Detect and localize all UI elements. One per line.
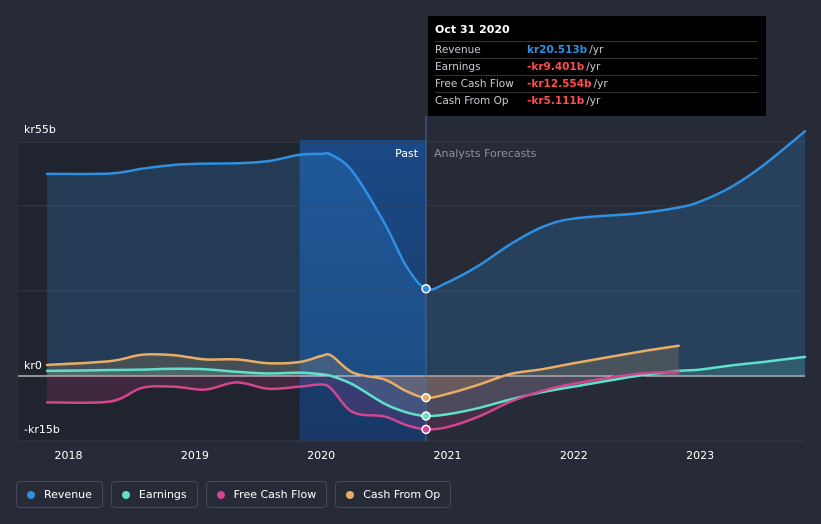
tooltip-date: Oct 31 2020 — [435, 23, 510, 36]
forecast-label: Analysts Forecasts — [434, 147, 537, 160]
x-tick-label: 2018 — [55, 449, 83, 462]
legend-item-revenue[interactable]: Revenue — [16, 481, 103, 508]
series-lines — [45, 130, 807, 431]
marker-fcf — [421, 424, 431, 435]
x-axis-ticks: 2018 2019 2020 2021 2022 2023 — [55, 449, 715, 462]
legend-label: Earnings — [138, 488, 187, 501]
line-fcf — [45, 370, 680, 431]
gridlines — [18, 141, 805, 442]
tooltip-name: Revenue — [435, 44, 481, 56]
tooltip-name: Cash From Op — [435, 95, 509, 107]
legend-dot-icon — [346, 490, 355, 499]
past-label: Past — [395, 147, 419, 160]
legend-item-cash-from-op[interactable]: Cash From Op — [335, 481, 452, 508]
tooltip-unit: /yr — [593, 78, 608, 90]
tooltip-name: Earnings — [435, 61, 481, 73]
marker-revenue — [421, 284, 431, 294]
area-revenue — [47, 131, 806, 376]
x-tick-label: 2023 — [686, 449, 714, 462]
tooltip-name: Free Cash Flow — [435, 78, 514, 90]
line-revenue — [45, 130, 807, 291]
tooltip-value: -kr12.554b — [527, 78, 592, 90]
x-tick-label: 2020 — [307, 449, 335, 462]
tooltip-unit: /yr — [586, 95, 601, 107]
legend-label: Revenue — [44, 488, 92, 501]
area-cfo — [47, 345, 679, 398]
legend-dot-icon — [216, 490, 225, 499]
tooltip-row-revenue: Revenue kr20.513b /yr — [435, 41, 758, 58]
tooltip-value: -kr9.401b — [527, 61, 585, 73]
y-axis-labels: kr55b kr0 -kr15b — [24, 123, 60, 436]
marker-cfo — [421, 392, 431, 403]
y-label-bottom: -kr15b — [24, 423, 60, 436]
tooltip-value: -kr5.111b — [527, 95, 585, 107]
tooltip: Oct 31 2020 Revenue kr20.513b /yr Earnin… — [428, 16, 766, 116]
legend-label: Free Cash Flow — [233, 488, 317, 501]
legend-dot-icon — [27, 490, 35, 499]
x-tick-label: 2019 — [181, 449, 209, 462]
y-label-top: kr55b — [24, 123, 56, 136]
legend-item-free-cash-flow[interactable]: Free Cash Flow — [205, 481, 328, 508]
tooltip-value: kr20.513b — [527, 44, 588, 56]
area-fcf — [47, 371, 679, 430]
x-tick-label: 2021 — [434, 449, 462, 462]
marker-earnings — [421, 411, 431, 421]
legend: Revenue Earnings Free Cash Flow Cash Fro… — [16, 481, 452, 508]
x-tick-label: 2022 — [560, 449, 588, 462]
tooltip-unit: /yr — [586, 61, 601, 73]
legend-label: Cash From Op — [363, 488, 441, 501]
tooltip-row-earnings: Earnings -kr9.401b /yr — [435, 58, 758, 75]
tooltip-row-cfo: Cash From Op -kr5.111b /yr — [435, 92, 758, 109]
tooltip-row-fcf: Free Cash Flow -kr12.554b /yr — [435, 75, 758, 92]
series-markers — [421, 284, 431, 435]
legend-dot-icon — [121, 490, 130, 499]
y-label-zero: kr0 — [24, 359, 42, 372]
legend-item-earnings[interactable]: Earnings — [110, 481, 198, 508]
line-cfo — [45, 344, 680, 400]
tooltip-unit: /yr — [589, 44, 604, 56]
